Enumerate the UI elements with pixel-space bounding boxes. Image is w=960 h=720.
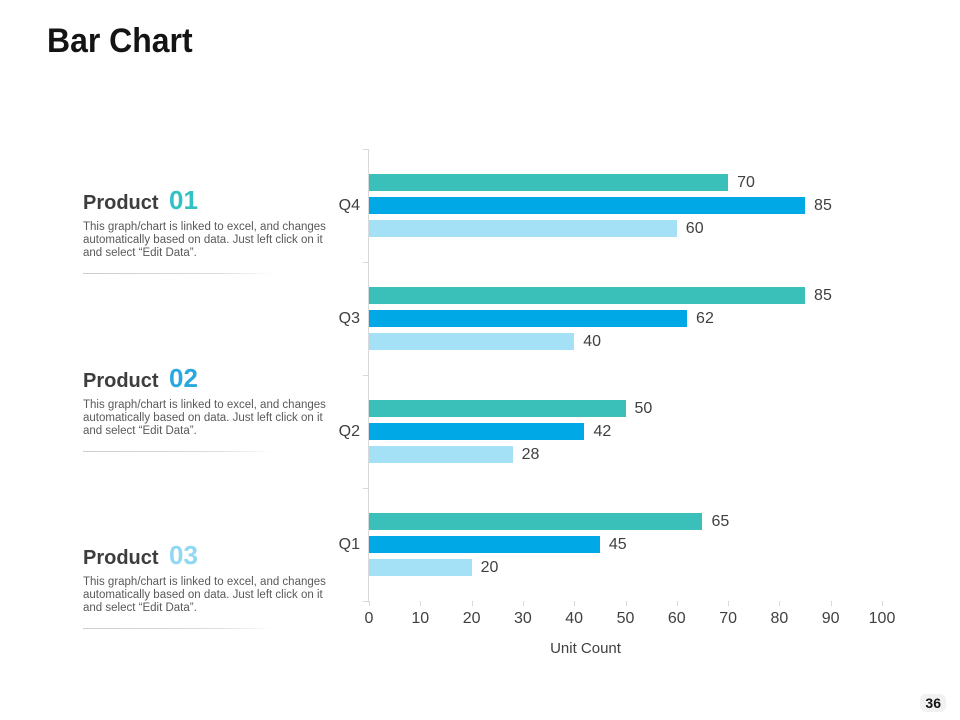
category-label-q1: Q1 (338, 536, 360, 553)
x-axis-tick (471, 601, 473, 606)
divider (83, 628, 275, 629)
product-2-description: This graph/chart is linked to excel, and… (83, 399, 326, 437)
product-3-description: This graph/chart is linked to excel, and… (83, 576, 326, 614)
x-axis-tick (574, 601, 576, 606)
bar-q2-series2 (369, 423, 585, 440)
x-axis-tick (882, 601, 883, 606)
bar-q2-series1 (369, 400, 626, 417)
bar-value-q1-series2: 45 (608, 536, 627, 553)
product-2-label: Product (83, 370, 159, 392)
bar-q1-series1 (369, 513, 703, 530)
product-1-number: 01 (169, 185, 198, 215)
product-3-heading: Product 03 (83, 540, 345, 571)
x-axis-tick (625, 601, 627, 606)
x-axis-title: Unit Count (550, 640, 621, 657)
x-axis-tick (779, 601, 781, 606)
product-1-heading: Product 01 (83, 185, 345, 216)
bar-q4-series2 (369, 197, 806, 214)
product-2-number: 02 (169, 363, 198, 393)
product-block-1: Product 01 This graph/chart is linked to… (83, 185, 345, 274)
x-tick-label-0: 0 (364, 610, 374, 627)
bar-value-q2-series3: 28 (521, 446, 540, 463)
x-tick-label-20: 20 (462, 610, 481, 627)
x-axis-tick (676, 601, 678, 606)
category-label-q3: Q3 (338, 310, 360, 327)
page-number: 36 (920, 694, 946, 712)
bar-q4-series3 (369, 220, 677, 237)
bar-value-q4-series3: 60 (685, 220, 704, 237)
x-tick-label-40: 40 (565, 610, 584, 627)
x-axis-tick (522, 601, 524, 606)
x-tick-label-50: 50 (616, 610, 635, 627)
x-axis-tick (420, 601, 422, 606)
x-tick-label-10: 10 (411, 610, 430, 627)
y-axis-tick (363, 149, 369, 150)
product-block-2: Product 02 This graph/chart is linked to… (83, 363, 345, 452)
bar-q1-series3 (369, 559, 472, 576)
y-axis-tick (363, 601, 369, 602)
x-axis-tick (369, 601, 370, 606)
divider (83, 451, 275, 452)
bar-value-q1-series1: 65 (711, 513, 730, 530)
bar-q2-series3 (369, 446, 513, 463)
x-axis-tick (830, 601, 832, 606)
product-3-label: Product (83, 547, 159, 569)
y-axis-tick (363, 262, 369, 263)
x-tick-label-70: 70 (719, 610, 737, 627)
bar-value-q4-series1: 70 (737, 174, 755, 191)
x-tick-label-60: 60 (667, 610, 686, 627)
product-block-3: Product 03 This graph/chart is linked to… (83, 540, 345, 629)
bar-value-q2-series2: 42 (593, 423, 612, 440)
bar-value-q3-series3: 40 (583, 333, 601, 350)
bar-value-q2-series1: 50 (634, 400, 653, 417)
bar-chart: Q4 70 85 60 Q3 85 62 40 Q2 50 42 28 Q1 65 45 20 0 10 20 30 4… (339, 149, 895, 657)
x-tick-label-80: 80 (770, 610, 789, 627)
product-1-description: This graph/chart is linked to excel, and… (83, 221, 326, 259)
product-1-label: Product (83, 192, 159, 214)
slide-title: Bar Chart (47, 22, 193, 60)
bar-q4-series1 (369, 174, 729, 191)
product-3-number: 03 (169, 540, 198, 570)
category-label-q2: Q2 (338, 423, 360, 440)
divider (83, 273, 275, 274)
bar-value-q3-series1: 85 (814, 287, 832, 304)
x-tick-label-100: 100 (868, 610, 896, 627)
bar-q3-series1 (369, 287, 806, 304)
bar-value-q4-series2: 85 (814, 197, 832, 214)
bar-value-q1-series3: 20 (480, 559, 499, 576)
x-axis-tick (728, 601, 730, 606)
bar-q1-series2 (369, 536, 600, 553)
x-tick-label-90: 90 (821, 610, 840, 627)
bar-value-q3-series2: 62 (696, 310, 714, 327)
x-tick-label-30: 30 (513, 610, 532, 627)
product-2-heading: Product 02 (83, 363, 345, 394)
bar-q3-series2 (369, 310, 688, 327)
y-axis-tick (363, 375, 369, 376)
y-axis-tick (363, 488, 369, 489)
category-label-q4: Q4 (338, 197, 360, 214)
bar-q3-series3 (369, 333, 575, 350)
